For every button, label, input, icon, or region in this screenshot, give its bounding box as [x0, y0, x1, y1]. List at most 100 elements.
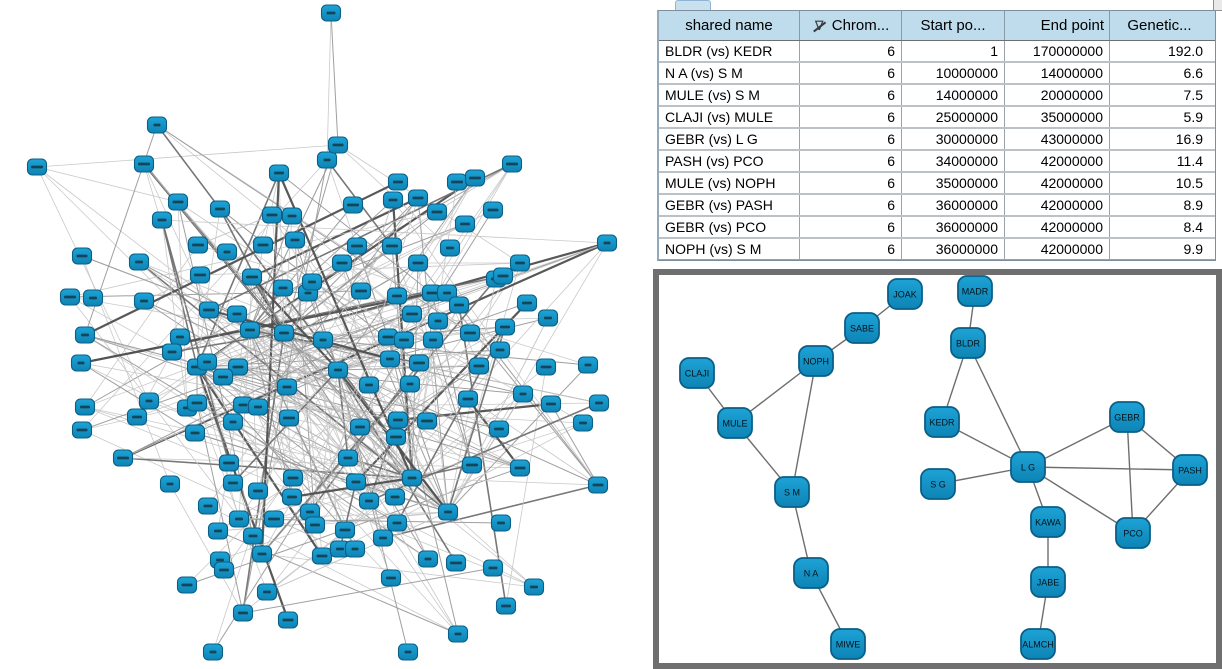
network-node[interactable]: [346, 237, 368, 255]
network-node[interactable]: [227, 358, 249, 376]
network-node[interactable]: [342, 196, 364, 214]
network-node[interactable]: [312, 331, 334, 349]
network-node[interactable]: [509, 459, 531, 477]
network-node[interactable]: [523, 578, 545, 596]
network-node[interactable]: [82, 289, 104, 307]
network-node-sm[interactable]: S M: [774, 476, 810, 508]
network-node[interactable]: [278, 409, 300, 427]
network-node[interactable]: [535, 358, 557, 376]
network-node[interactable]: [273, 324, 295, 342]
network-node[interactable]: [26, 158, 48, 176]
network-node[interactable]: [407, 254, 429, 272]
network-node[interactable]: [256, 583, 278, 601]
network-node[interactable]: [176, 576, 198, 594]
network-node-bldr[interactable]: BLDR: [950, 327, 986, 359]
network-node-na[interactable]: N A: [793, 557, 829, 589]
network-node[interactable]: [277, 611, 299, 629]
network-node[interactable]: [209, 200, 231, 218]
network-node[interactable]: [281, 488, 303, 506]
network-node[interactable]: [161, 343, 183, 361]
network-node[interactable]: [337, 449, 359, 467]
network-node[interactable]: [126, 408, 148, 426]
network-node[interactable]: [445, 554, 467, 572]
network-node[interactable]: [263, 510, 285, 528]
network-node[interactable]: [408, 354, 430, 372]
panel-tab-fragment[interactable]: [675, 0, 711, 10]
result-network-view[interactable]: JOAK SABE NOPH CLAJI MULE MADR BLDR KEDR GEBR L G…: [659, 275, 1216, 663]
network-node[interactable]: [281, 207, 303, 225]
network-node-kedr[interactable]: KEDR: [924, 406, 960, 438]
network-node[interactable]: [159, 475, 181, 493]
table-row[interactable]: CLAJI (vs) MULE 6 25000000 35000000 5.9: [659, 107, 1215, 129]
network-node[interactable]: [495, 597, 517, 615]
network-node[interactable]: [512, 385, 534, 403]
network-node[interactable]: [457, 390, 479, 408]
network-node[interactable]: [316, 151, 338, 169]
network-node[interactable]: [387, 411, 409, 429]
network-node-miwe[interactable]: MIWE: [830, 628, 866, 660]
network-node[interactable]: [74, 326, 96, 344]
network-node[interactable]: [540, 395, 562, 413]
network-node[interactable]: [133, 155, 155, 173]
network-node[interactable]: [385, 428, 407, 446]
column-header-genetic---[interactable]: Genetic...: [1110, 11, 1209, 40]
network-node[interactable]: [128, 253, 150, 271]
network-node[interactable]: [501, 155, 523, 173]
network-node[interactable]: [70, 354, 92, 372]
column-header-start-po---[interactable]: Start po...: [902, 11, 1005, 40]
edge-LG-PCO[interactable]: [1027, 466, 1134, 534]
network-node[interactable]: [596, 234, 618, 252]
network-node[interactable]: [334, 521, 356, 539]
network-node[interactable]: [482, 559, 504, 577]
network-node[interactable]: [446, 173, 468, 191]
table-row[interactable]: N A (vs) S M 6 10000000 14000000 6.6: [659, 63, 1215, 85]
network-node[interactable]: [577, 356, 599, 374]
network-node[interactable]: [344, 540, 366, 558]
edge-LG-PASH[interactable]: [1027, 466, 1191, 471]
network-node[interactable]: [198, 301, 220, 319]
network-node[interactable]: [213, 561, 235, 579]
network-node[interactable]: [71, 247, 93, 265]
network-node-pash[interactable]: PASH: [1172, 454, 1208, 486]
network-node[interactable]: [241, 268, 263, 286]
edge-GEBR-PCO[interactable]: [1126, 416, 1134, 534]
network-node[interactable]: [416, 412, 438, 430]
network-node[interactable]: [426, 203, 448, 221]
network-node[interactable]: [59, 288, 81, 306]
network-node[interactable]: [242, 527, 264, 545]
network-node[interactable]: [461, 456, 483, 474]
network-node[interactable]: [399, 375, 421, 393]
network-node[interactable]: [197, 497, 219, 515]
network-node[interactable]: [454, 215, 476, 233]
network-node[interactable]: [358, 376, 380, 394]
network-node[interactable]: [196, 353, 218, 371]
network-node[interactable]: [459, 324, 481, 342]
network-node[interactable]: [212, 368, 234, 386]
network-node[interactable]: [489, 341, 511, 359]
network-node[interactable]: [439, 239, 461, 257]
network-node[interactable]: [252, 236, 274, 254]
network-node[interactable]: [427, 312, 449, 330]
network-node[interactable]: [167, 193, 189, 211]
network-node[interactable]: [284, 231, 306, 249]
column-header-chrom---[interactable]: ∇ Chrom...: [800, 11, 902, 40]
network-node[interactable]: [386, 514, 408, 532]
edge-NOPH-SM[interactable]: [791, 360, 817, 493]
network-node[interactable]: [184, 424, 206, 442]
network-node[interactable]: [222, 413, 244, 431]
network-node[interactable]: [436, 284, 458, 302]
table-row[interactable]: MULE (vs) NOPH 6 35000000 42000000 10.5: [659, 173, 1215, 195]
network-node-noph[interactable]: NOPH: [798, 345, 834, 377]
network-node-kawa[interactable]: KAWA: [1030, 506, 1066, 538]
network-node[interactable]: [397, 643, 419, 661]
network-node[interactable]: [393, 331, 415, 349]
table-row[interactable]: NOPH (vs) S M 6 36000000 42000000 9.9: [659, 239, 1215, 260]
table-row[interactable]: BLDR (vs) KEDR 6 1 170000000 192.0: [659, 41, 1215, 63]
network-node-mule[interactable]: MULE: [717, 407, 753, 439]
network-node[interactable]: [138, 392, 160, 410]
network-node[interactable]: [222, 474, 244, 492]
network-node[interactable]: [345, 473, 367, 491]
network-node[interactable]: [492, 267, 514, 285]
network-node[interactable]: [358, 492, 380, 510]
filter-icon[interactable]: ∇: [812, 19, 827, 32]
